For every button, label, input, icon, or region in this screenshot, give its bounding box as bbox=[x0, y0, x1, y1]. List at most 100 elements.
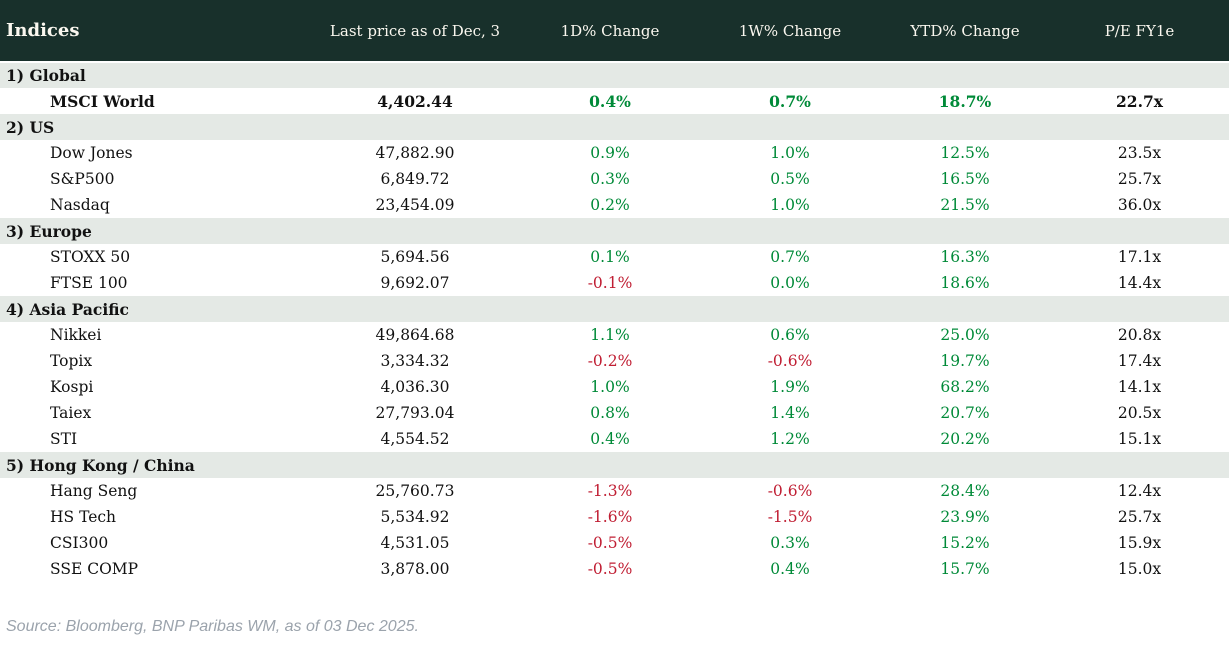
index-name: CSI300 bbox=[50, 534, 109, 552]
table-row: S&P500 6,849.72 0.3% 0.5% 16.5% 25.7x bbox=[0, 166, 1229, 192]
change-ytd: 20.2% bbox=[940, 430, 990, 448]
pe-ratio: 17.4x bbox=[1117, 352, 1162, 370]
change-ytd: 15.7% bbox=[940, 560, 990, 578]
change-ytd: 23.9% bbox=[940, 508, 990, 526]
change-ytd: 68.2% bbox=[940, 378, 990, 396]
table-body: 1) Global MSCI World 4,402.44 0.4% 0.7% 18.7%… bbox=[0, 62, 1229, 582]
column-header-indices: Indices bbox=[0, 0, 310, 63]
change-1d: -1.6% bbox=[587, 508, 633, 526]
last-price: 9,692.07 bbox=[380, 274, 450, 292]
table-row: Dow Jones 47,882.90 0.9% 1.0% 12.5% 23.5x bbox=[0, 140, 1229, 166]
change-1d: -0.2% bbox=[587, 352, 633, 370]
index-name: HS Tech bbox=[50, 508, 117, 526]
change-1w: 1.4% bbox=[770, 404, 810, 422]
pe-ratio: 17.1x bbox=[1117, 248, 1162, 266]
table-row: Kospi 4,036.30 1.0% 1.9% 68.2% 14.1x bbox=[0, 374, 1229, 400]
change-ytd: 21.5% bbox=[940, 196, 990, 214]
last-price: 47,882.90 bbox=[375, 144, 455, 162]
column-header-1w-change: 1W% Change bbox=[700, 0, 880, 63]
table-row: Topix 3,334.32 -0.2% -0.6% 19.7% 17.4x bbox=[0, 348, 1229, 374]
last-price: 6,849.72 bbox=[380, 170, 450, 188]
section-label: 1) Global bbox=[6, 66, 86, 85]
table-row: FTSE 100 9,692.07 -0.1% 0.0% 18.6% 14.4x bbox=[0, 270, 1229, 296]
section-row: 4) Asia Pacific bbox=[0, 296, 1229, 322]
section-label: 2) US bbox=[6, 117, 55, 137]
last-price: 5,534.92 bbox=[380, 508, 450, 526]
pe-ratio: 15.9x bbox=[1117, 534, 1162, 552]
section-row: 5) Hong Kong / China bbox=[0, 452, 1229, 478]
pe-ratio: 15.1x bbox=[1117, 430, 1162, 448]
index-name: Kospi bbox=[50, 378, 94, 396]
pe-ratio: 14.4x bbox=[1117, 274, 1162, 292]
change-ytd: 15.2% bbox=[940, 534, 990, 552]
change-1w: -1.5% bbox=[767, 508, 813, 526]
index-name: Topix bbox=[50, 352, 93, 370]
index-name: FTSE 100 bbox=[50, 274, 128, 292]
pe-ratio: 20.8x bbox=[1117, 326, 1162, 344]
section-row: 1) Global bbox=[0, 62, 1229, 88]
column-header-1d-change: 1D% Change bbox=[520, 0, 700, 63]
table-header: Indices Last price as of Dec, 3 1D% Chan… bbox=[0, 0, 1229, 63]
pe-ratio: 23.5x bbox=[1117, 144, 1162, 162]
column-header-last-price: Last price as of Dec, 3 bbox=[310, 0, 520, 63]
pe-ratio: 20.5x bbox=[1117, 404, 1162, 422]
table-row: Nasdaq 23,454.09 0.2% 1.0% 21.5% 36.0x bbox=[0, 192, 1229, 218]
change-1d: 1.0% bbox=[590, 378, 630, 396]
pe-ratio: 25.7x bbox=[1117, 508, 1162, 526]
section-label: 4) Asia Pacific bbox=[6, 299, 129, 319]
change-ytd: 18.6% bbox=[940, 274, 990, 292]
change-ytd: 16.5% bbox=[940, 170, 990, 188]
change-ytd: 28.4% bbox=[940, 482, 990, 500]
index-name: MSCI World bbox=[50, 91, 155, 111]
change-1d: 0.4% bbox=[589, 91, 631, 111]
change-1w: 1.2% bbox=[770, 430, 810, 448]
index-name: STI bbox=[50, 430, 78, 448]
last-price: 4,402.44 bbox=[377, 91, 453, 111]
last-price: 3,878.00 bbox=[380, 560, 450, 578]
change-ytd: 20.7% bbox=[940, 404, 990, 422]
change-1w: 0.7% bbox=[770, 248, 810, 266]
change-1d: 0.3% bbox=[590, 170, 630, 188]
change-1w: 1.9% bbox=[770, 378, 810, 396]
change-1w: 0.3% bbox=[770, 534, 810, 552]
table-row: STI 4,554.52 0.4% 1.2% 20.2% 15.1x bbox=[0, 426, 1229, 452]
change-1w: -0.6% bbox=[767, 352, 813, 370]
last-price: 23,454.09 bbox=[375, 196, 455, 214]
pe-ratio: 22.7x bbox=[1116, 91, 1163, 111]
section-label: 3) Europe bbox=[6, 221, 92, 241]
section-row: 2) US bbox=[0, 114, 1229, 140]
change-1w: 1.0% bbox=[770, 144, 810, 162]
last-price: 4,036.30 bbox=[380, 378, 450, 396]
change-1d: -0.5% bbox=[587, 534, 633, 552]
change-1d: -1.3% bbox=[587, 482, 633, 500]
change-ytd: 19.7% bbox=[940, 352, 990, 370]
table-row: Hang Seng 25,760.73 -1.3% -0.6% 28.4% 12.4x bbox=[0, 478, 1229, 504]
last-price: 49,864.68 bbox=[375, 326, 455, 344]
change-1w: 0.5% bbox=[770, 170, 810, 188]
index-name: SSE COMP bbox=[50, 560, 139, 578]
change-1w: 0.0% bbox=[770, 274, 810, 292]
pe-ratio: 14.1x bbox=[1117, 378, 1162, 396]
column-header-pe: P/E FY1e bbox=[1050, 0, 1229, 63]
table-row: HS Tech 5,534.92 -1.6% -1.5% 23.9% 25.7x bbox=[0, 504, 1229, 530]
change-ytd: 12.5% bbox=[940, 144, 990, 162]
index-name: Taiex bbox=[50, 404, 92, 422]
change-1d: -0.1% bbox=[587, 274, 633, 292]
index-name: Nikkei bbox=[50, 326, 102, 344]
change-1w: 1.0% bbox=[770, 196, 810, 214]
index-name: STOXX 50 bbox=[50, 248, 131, 266]
index-name: Hang Seng bbox=[50, 482, 138, 500]
change-1w: -0.6% bbox=[767, 482, 813, 500]
column-header-ytd-change: YTD% Change bbox=[880, 0, 1050, 63]
change-1d: 0.2% bbox=[590, 196, 630, 214]
change-1w: 0.6% bbox=[770, 326, 810, 344]
table-row: Taiex 27,793.04 0.8% 1.4% 20.7% 20.5x bbox=[0, 400, 1229, 426]
change-1w: 0.7% bbox=[769, 91, 811, 111]
pe-ratio: 36.0x bbox=[1117, 196, 1162, 214]
last-price: 5,694.56 bbox=[380, 248, 450, 266]
change-1w: 0.4% bbox=[770, 560, 810, 578]
source-note: Source: Bloomberg, BNP Paribas WM, as of… bbox=[6, 618, 419, 635]
indices-table: Indices Last price as of Dec, 3 1D% Chan… bbox=[0, 0, 1229, 582]
table-row: SSE COMP 3,878.00 -0.5% 0.4% 15.7% 15.0x bbox=[0, 556, 1229, 582]
change-ytd: 16.3% bbox=[940, 248, 990, 266]
